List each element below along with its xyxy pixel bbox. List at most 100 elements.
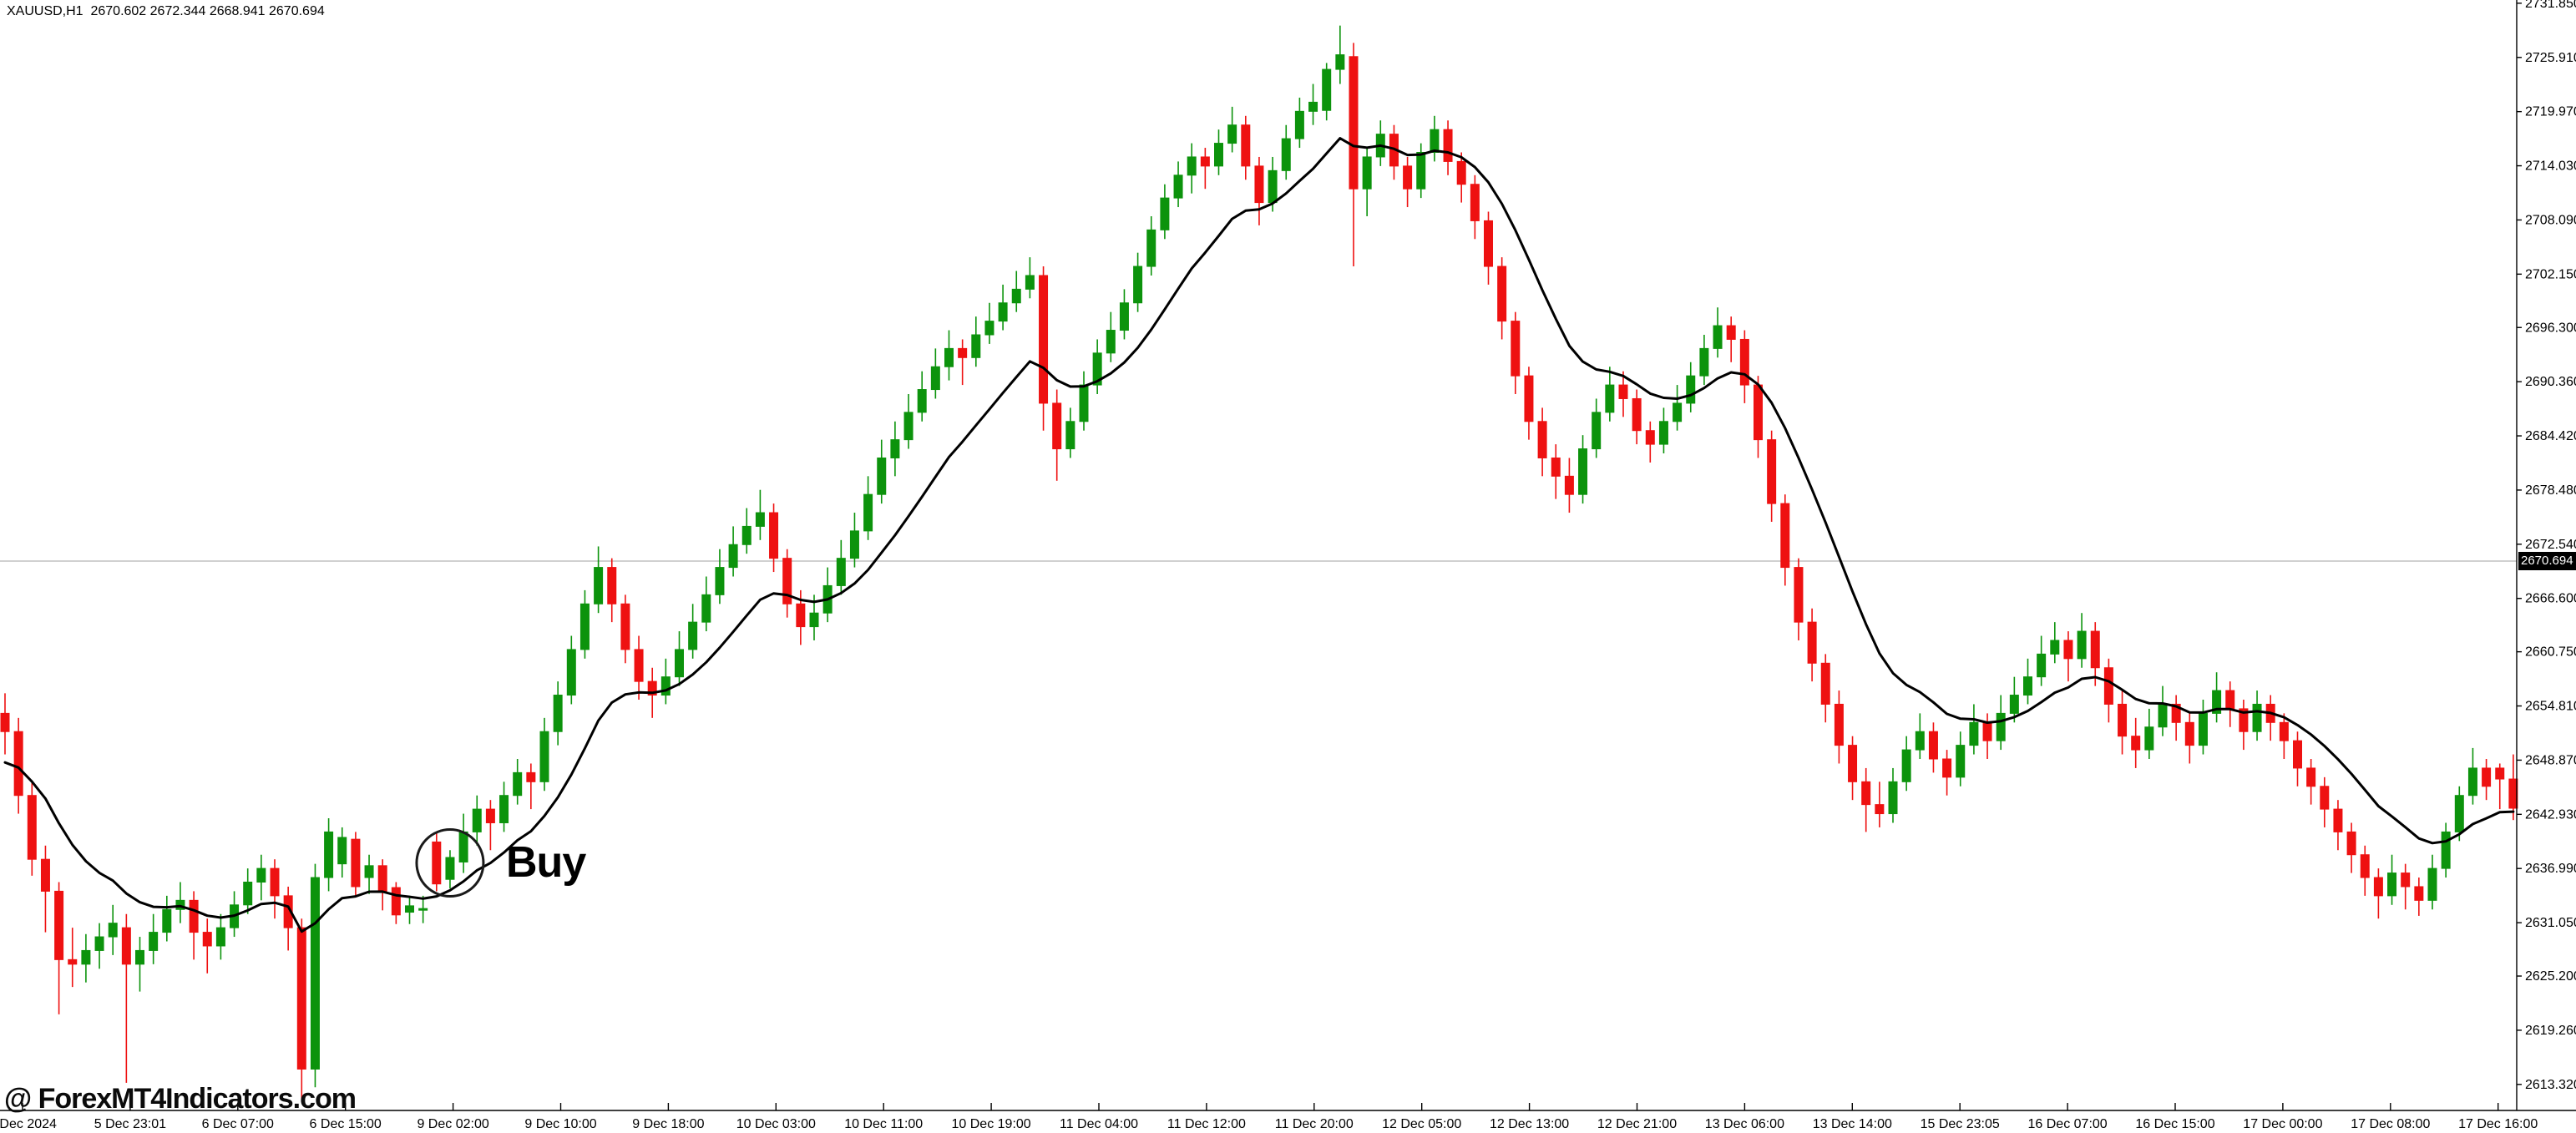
candle-down [2360,854,2370,878]
candle-down [1551,457,1561,477]
candle-down [2239,708,2249,732]
candle-up [890,439,900,458]
candle-up [405,905,414,913]
candle-down [1618,384,1628,399]
candle-down [1511,321,1521,377]
price-axis-label: 2719.970 [2525,105,2576,119]
time-axis-label: 16 Dec 15:00 [2135,1117,2214,1131]
price-axis-label: 2690.360 [2525,375,2576,389]
candle-down [2171,703,2181,723]
candle-up [418,908,428,911]
candle-down [782,558,792,604]
candle-up [149,932,159,951]
candle-up [728,544,738,569]
candle-down [2306,767,2316,787]
candle-up [215,927,225,947]
time-axis-label: 13 Dec 14:00 [1813,1117,1892,1131]
candle-down [1739,338,1749,386]
candle-down [121,927,131,965]
candle-up [1092,352,1102,386]
candle-down [296,927,306,1070]
candle-up [162,908,172,933]
time-axis-label: 10 Dec 11:00 [844,1117,923,1131]
candle-up [1592,412,1602,450]
candle-up [1294,110,1304,139]
candle-down [1754,384,1763,441]
candle-down [1982,721,1992,741]
candle-up [1322,68,1332,111]
candle-up [809,612,819,628]
candle-down [1349,56,1359,190]
current-price-tag: 2670.694 [2518,552,2576,570]
candle-down [647,680,657,696]
candle-down [1456,160,1466,185]
candle-down [202,932,212,947]
time-axis-label: 9 Dec 10:00 [524,1117,596,1131]
candle-down [1875,804,1885,815]
candle-down [2346,831,2356,856]
time-axis-label: 11 Dec 04:00 [1060,1117,1138,1131]
candle-up [1214,143,1223,167]
time-axis-label: 12 Dec 13:00 [1490,1117,1569,1131]
candle-down [68,958,78,965]
candle-down [2103,667,2113,705]
candle-up [81,949,91,965]
candle-up [324,831,334,878]
candle-up [2454,795,2464,832]
candle-up [2037,653,2047,678]
buy-signal-circle[interactable] [415,828,485,898]
candle-up [1699,347,1709,377]
candle-up [1658,421,1668,445]
candle-up [1106,330,1116,354]
candle-down [2225,690,2235,710]
time-axis-label: 12 Dec 05:00 [1382,1117,1461,1131]
time-axis-label: 6 Dec 07:00 [202,1117,274,1131]
candle-down [607,567,617,604]
buy-signal-label[interactable]: Buy [506,838,586,887]
candle-up [1888,781,1898,815]
candle-down [1928,731,1938,760]
candle-up [1673,402,1683,422]
candle-up [2023,676,2032,696]
candle-down [1807,621,1817,664]
candle-up [1025,275,1035,290]
candle-down [1767,439,1777,504]
price-axis-label: 2672.540 [2525,538,2576,552]
candle-down [432,841,442,885]
candle-up [701,594,711,623]
candle-up [998,302,1008,322]
price-axis-label: 2625.200 [2525,969,2576,984]
candle-up [836,558,846,586]
candle-down [2401,873,2411,888]
price-axis-label: 2678.480 [2525,483,2576,498]
price-axis-label: 2666.600 [2525,592,2576,606]
time-axis-label: 11 Dec 20:00 [1275,1117,1354,1131]
candle-up [660,676,671,696]
candle-up [1362,156,1372,190]
candle-down [270,867,280,897]
time-axis-label: 9 Dec 18:00 [632,1117,704,1131]
candle-up [1335,54,1345,70]
candle-down [1942,758,1952,778]
time-axis-label: 5 Dec 23:01 [94,1117,166,1131]
price-axis-label: 2631.050 [2525,916,2576,930]
price-axis-label: 2660.750 [2525,645,2576,660]
candle-up [2212,690,2222,714]
candle-up [243,881,253,906]
candle-up [1915,731,1925,751]
candle-up [917,389,927,413]
candle-down [1645,430,1655,445]
candle-down [1820,662,1830,705]
candle-up [1713,325,1723,349]
price-axis-label: 2636.990 [2525,862,2576,876]
candle-down [2118,703,2128,737]
candle-down [2090,630,2100,669]
candle-up [2144,726,2154,751]
candle-down [1254,165,1264,204]
moving-average-line [3,137,2515,933]
time-axis-label: 17 Dec 16:00 [2458,1117,2538,1131]
candle-down [2373,877,2383,897]
candle-up [499,795,509,823]
